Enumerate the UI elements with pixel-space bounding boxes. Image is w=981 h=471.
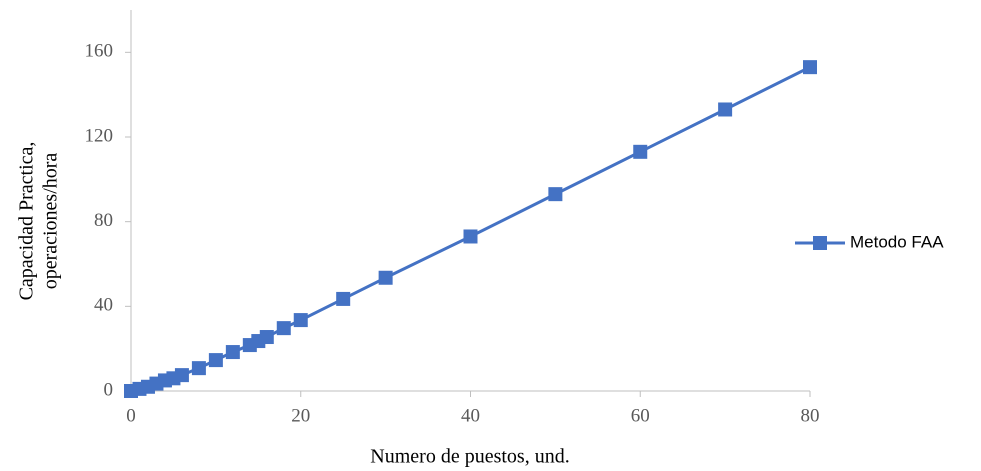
marker	[718, 102, 733, 117]
x-tick-label: 60	[631, 405, 650, 426]
marker	[259, 330, 274, 345]
series-line	[130, 65, 811, 393]
y-tick-label: 0	[104, 379, 114, 400]
y-axis-label: Capacidad Practica,	[16, 142, 38, 301]
marker	[208, 353, 223, 368]
marker	[803, 60, 817, 75]
marker	[336, 291, 351, 306]
marker	[293, 313, 308, 328]
legend-label: Metodo FAA	[850, 232, 944, 251]
x-tick-label: 20	[291, 405, 310, 426]
legend-marker	[813, 236, 827, 250]
x-tick-label: 40	[461, 405, 480, 426]
y-axis-label: operaciones/hora	[40, 153, 62, 290]
marker	[548, 187, 563, 202]
y-tick-label: 120	[85, 125, 114, 146]
marker	[191, 361, 206, 376]
x-axis-label: Numero de puestos, und.	[370, 446, 569, 468]
marker	[225, 345, 240, 360]
x-tick-label: 0	[126, 405, 136, 426]
marker	[463, 229, 478, 244]
x-tick-label: 80	[801, 405, 820, 426]
marker	[378, 270, 393, 285]
marker	[633, 144, 648, 159]
y-tick-label: 40	[94, 295, 113, 316]
y-tick-label: 160	[85, 41, 114, 62]
marker	[276, 321, 291, 336]
marker	[174, 368, 189, 383]
y-tick-label: 80	[94, 210, 113, 231]
